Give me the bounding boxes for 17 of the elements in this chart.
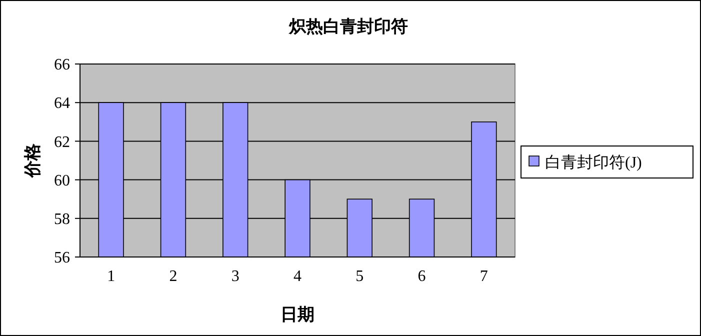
y-tick-label: 60 [54,172,70,190]
x-tick-label: 1 [107,268,116,285]
x-axis-title: 日期 [280,305,314,324]
y-tick-label: 62 [54,134,70,151]
chart-title: 炽热白青封印符 [288,17,408,36]
x-tick-label: 2 [169,268,178,285]
x-tick-label: 6 [418,268,426,285]
legend-label: 白青封印符(J) [545,154,642,172]
y-tick-label: 64 [54,95,70,112]
x-tick-label: 5 [356,268,364,285]
x-tick-label: 7 [480,268,488,285]
y-tick-label: 56 [54,250,70,267]
x-tick-label: 4 [294,268,302,285]
y-axis-title: 价格 [23,142,42,178]
y-tick-label: 66 [54,56,70,74]
x-tick-label: 3 [231,268,240,285]
y-tick-label: 58 [54,211,70,228]
